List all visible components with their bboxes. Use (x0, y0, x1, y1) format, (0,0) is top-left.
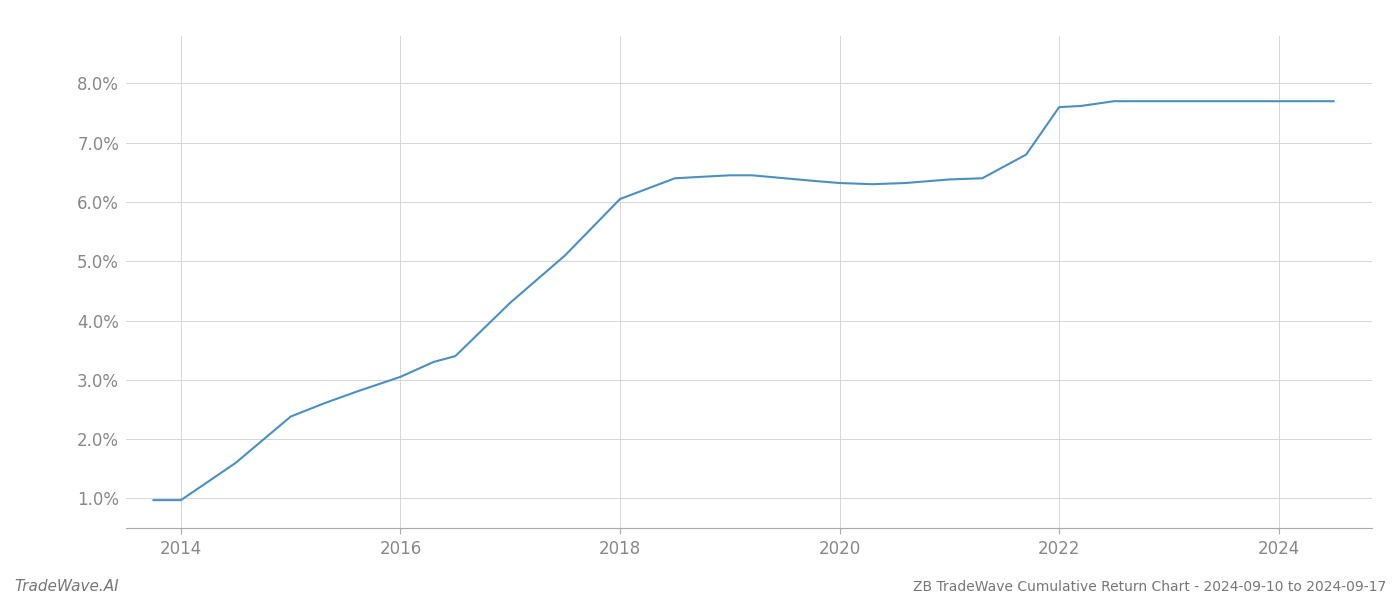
Text: ZB TradeWave Cumulative Return Chart - 2024-09-10 to 2024-09-17: ZB TradeWave Cumulative Return Chart - 2… (913, 580, 1386, 594)
Text: TradeWave.AI: TradeWave.AI (14, 579, 119, 594)
